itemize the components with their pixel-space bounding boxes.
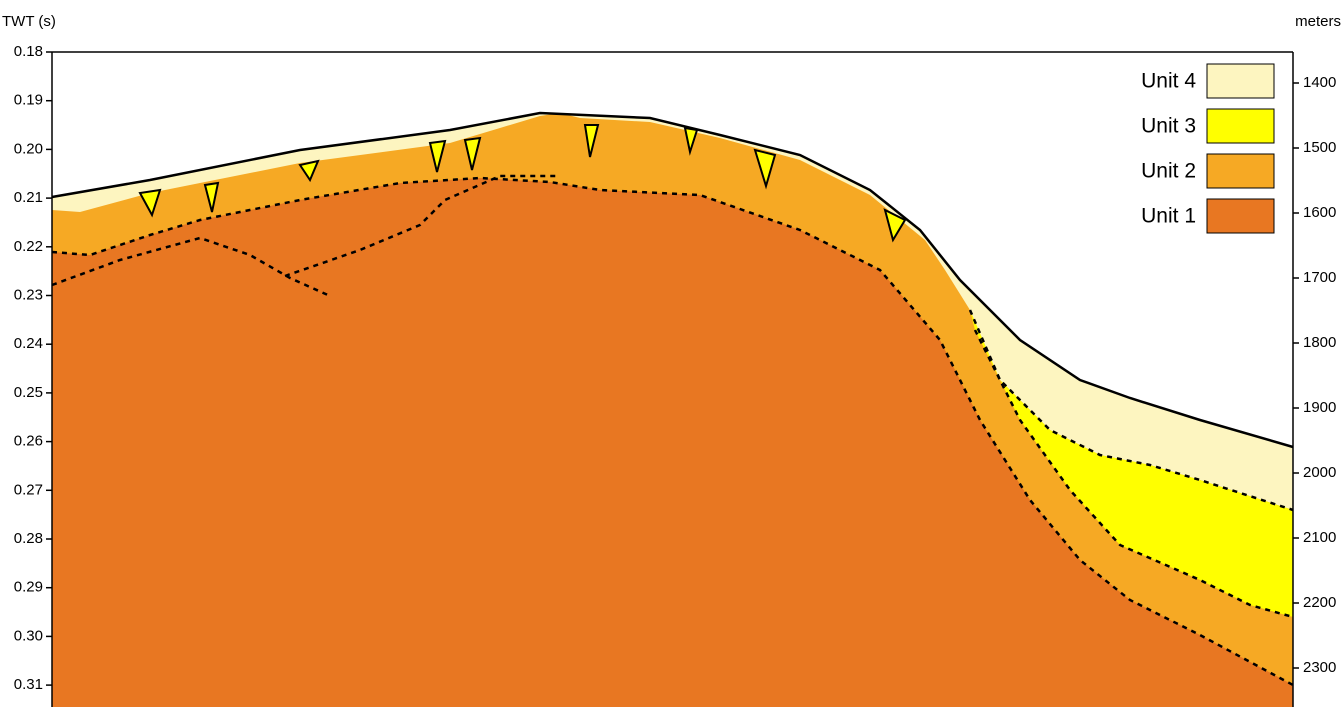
right-tick-label: 2200 xyxy=(1303,594,1336,611)
left-tick-label: 0.20 xyxy=(14,140,43,157)
left-tick-label: 0.25 xyxy=(14,384,43,401)
left-tick-label: 0.26 xyxy=(14,433,43,450)
left-tick-label: 0.28 xyxy=(14,530,43,547)
legend-swatch xyxy=(1207,109,1274,143)
right-tick-label: 2000 xyxy=(1303,464,1336,481)
legend-label: Unit 3 xyxy=(1141,115,1196,138)
right-tick-label: 1700 xyxy=(1303,269,1336,286)
cross-section: TWT (s) meters 0.18 0.19 0.20 0.21 0.22 0.23 0… xyxy=(0,0,1341,707)
left-axis-title: TWT (s) xyxy=(2,13,56,30)
right-tick-label: 1500 xyxy=(1303,139,1336,156)
left-tick-label: 0.29 xyxy=(14,579,43,596)
right-tick-label: 2100 xyxy=(1303,529,1336,546)
left-tick-label: 0.18 xyxy=(14,43,43,60)
right-tick-label: 1400 xyxy=(1303,74,1336,91)
right-tick-label: 1600 xyxy=(1303,204,1336,221)
legend-swatch xyxy=(1207,64,1274,98)
left-tick-label: 0.30 xyxy=(14,627,43,644)
legend-label: Unit 4 xyxy=(1141,70,1196,93)
left-tick-label: 0.27 xyxy=(14,481,43,498)
left-tick-label: 0.21 xyxy=(14,189,43,206)
left-tick-label: 0.19 xyxy=(14,92,43,109)
legend-label: Unit 2 xyxy=(1141,160,1196,183)
right-tick-label: 1800 xyxy=(1303,334,1336,351)
left-tick-label: 0.24 xyxy=(14,335,43,352)
left-tick-label: 0.23 xyxy=(14,286,43,303)
left-tick-label: 0.22 xyxy=(14,238,43,255)
right-axis-title: meters xyxy=(1295,13,1341,30)
legend-swatch xyxy=(1207,154,1274,188)
legend-label: Unit 1 xyxy=(1141,205,1196,228)
right-tick-label: 1900 xyxy=(1303,399,1336,416)
legend-swatch xyxy=(1207,199,1274,233)
left-tick-label: 0.31 xyxy=(14,676,43,693)
right-tick-label: 2300 xyxy=(1303,659,1336,676)
